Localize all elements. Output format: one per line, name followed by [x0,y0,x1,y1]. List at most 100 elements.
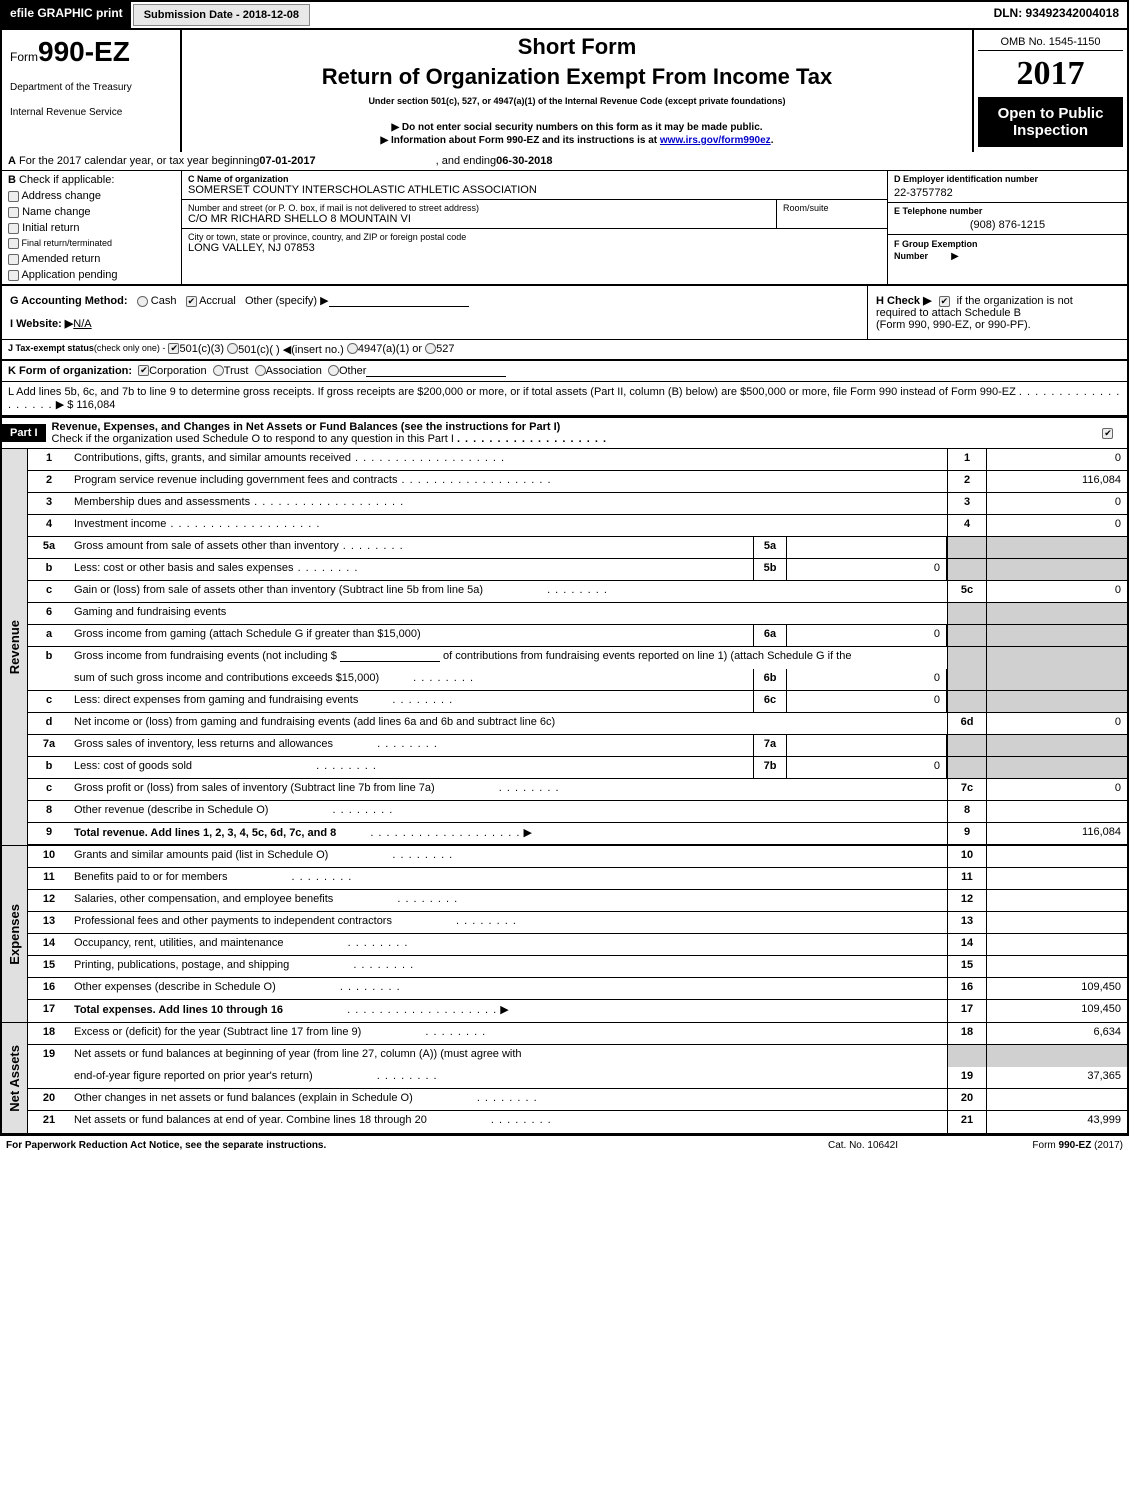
line-6a-desc: Gross income from gaming (attach Schedul… [70,625,753,646]
k-corp-checkbox[interactable] [138,365,149,376]
line-6-desc: Gaming and fundraising events [70,603,947,624]
line-7c-rno: 7c [947,779,987,800]
footer-right-post: (2017) [1091,1140,1123,1151]
line-a-pre: For the 2017 calendar year, or tax year … [19,155,259,167]
note2-post: . [771,135,774,146]
k-trust-radio[interactable] [213,365,224,376]
k-trust: Trust [224,365,249,377]
line-6a: a Gross income from gaming (attach Sched… [28,625,1127,647]
irs-link[interactable]: www.irs.gov/form990ez [660,135,771,146]
line-7c-desc: Gross profit or (loss) from sales of inv… [74,782,435,794]
line-6b-amount-input[interactable] [340,650,440,662]
other-specify-label: Other (specify) ▶ [245,295,329,307]
app-pending-checkbox[interactable] [8,270,19,281]
revenue-vertical-label: Revenue [2,449,28,845]
k-other-radio[interactable] [328,365,339,376]
line-6c: c Less: direct expenses from gaming and … [28,691,1127,713]
final-return-checkbox[interactable] [8,238,19,249]
line-9: 9 Total revenue. Add lines 1, 2, 3, 4, 5… [28,823,1127,845]
i-label: I Website: ▶ [10,318,73,330]
line-6b-rval-grey [987,647,1127,669]
line-17-rval: 109,450 [987,1000,1127,1022]
line-10-rval [987,846,1127,867]
line-7b-subno: 7b [753,757,787,778]
line-8-rval [987,801,1127,822]
name-change-checkbox[interactable] [8,207,19,218]
line-6-rno-grey [947,603,987,624]
cash-radio[interactable] [137,296,148,307]
line-21-desc: Net assets or fund balances at end of ye… [74,1114,427,1126]
line-5b-subno: 5b [753,559,787,580]
line-10: 10 Grants and similar amounts paid (list… [28,846,1127,868]
line-9-rval: 116,084 [987,823,1127,844]
addr-change-checkbox[interactable] [8,191,19,202]
line-19-1: 19 Net assets or fund balances at beginn… [28,1045,1127,1067]
line-1-no: 1 [28,449,70,470]
part1-header-row: Part I Revenue, Expenses, and Changes in… [2,417,1127,449]
k-other-input[interactable] [366,365,506,377]
amended-return-checkbox[interactable] [8,254,19,265]
line-3-desc: Membership dues and assessments [74,496,250,508]
page-footer: For Paperwork Reduction Act Notice, see … [0,1135,1129,1155]
dept-treasury: Department of the Treasury [10,82,172,93]
phone-value: (908) 876-1215 [894,219,1121,231]
street-label: Number and street (or P. O. box, if mail… [188,203,770,213]
line-5c-rval: 0 [987,581,1127,602]
c-name-label: C Name of organization [188,174,881,184]
footer-right-pre: Form [1032,1140,1058,1151]
h-checkbox[interactable] [939,296,950,307]
line-7b-desc: Less: cost of goods sold [74,760,192,772]
line-6b2-rval-grey [987,669,1127,690]
accrual-radio[interactable] [186,296,197,307]
line-15-rno: 15 [947,956,987,977]
line-19-rval: 37,365 [987,1067,1127,1088]
line-1-desc: Contributions, gifts, grants, and simila… [74,452,351,464]
line-6b-desc-post: of contributions from fundraising events… [440,650,852,662]
line-14-rval [987,934,1127,955]
k-assoc: Association [266,365,322,377]
instructions-note: ▶ Information about Form 990-EZ and its … [190,135,964,146]
line-7c-rval: 0 [987,779,1127,800]
line-4-rno: 4 [947,515,987,536]
efile-print-button[interactable]: efile GRAPHIC print [2,2,131,28]
line-11-no: 11 [28,868,70,889]
initial-return-checkbox[interactable] [8,223,19,234]
short-form-title: Short Form [190,34,964,60]
accrual-label: Accrual [199,295,236,307]
j-501c3-checkbox[interactable] [168,343,179,354]
line-7a: 7a Gross sales of inventory, less return… [28,735,1127,757]
j-501c-radio[interactable] [227,343,238,354]
line-8-desc: Other revenue (describe in Schedule O) [74,804,268,816]
dln-label: DLN: 93492342004018 [986,2,1127,28]
j-527-radio[interactable] [425,343,436,354]
part1-schedule-o-checkbox[interactable] [1102,428,1113,439]
part1-title: Revenue, Expenses, and Changes in Net As… [52,421,561,433]
line-3-rno: 3 [947,493,987,514]
line-8-no: 8 [28,801,70,822]
line-21-rval: 43,999 [987,1111,1127,1133]
other-specify-input[interactable] [329,295,469,307]
line-8-rno: 8 [947,801,987,822]
line-6a-rno-grey [947,625,987,646]
j-o4: 527 [436,343,454,356]
k-assoc-radio[interactable] [255,365,266,376]
line-a-end: 06-30-2018 [496,155,552,167]
line-5c-no: c [28,581,70,602]
j-4947-radio[interactable] [347,343,358,354]
line-20-desc: Other changes in net assets or fund bala… [74,1092,413,1104]
line-7c: c Gross profit or (loss) from sales of i… [28,779,1127,801]
h-label-pre: H Check ▶ [876,295,932,307]
l-arrow: ▶ $ [56,399,74,411]
line-9-no: 9 [28,823,70,844]
line-2-rval: 116,084 [987,471,1127,492]
website-value: N/A [73,318,91,330]
line-19-no: 19 [28,1045,70,1067]
tax-year: 2017 [978,51,1123,97]
line-21-rno: 21 [947,1111,987,1133]
line-18-no: 18 [28,1023,70,1044]
line-7c-no: c [28,779,70,800]
line-21: 21 Net assets or fund balances at end of… [28,1111,1127,1133]
line-5a-no: 5a [28,537,70,558]
note2-pre: ▶ Information about Form 990-EZ and its … [381,135,660,146]
line-13-no: 13 [28,912,70,933]
